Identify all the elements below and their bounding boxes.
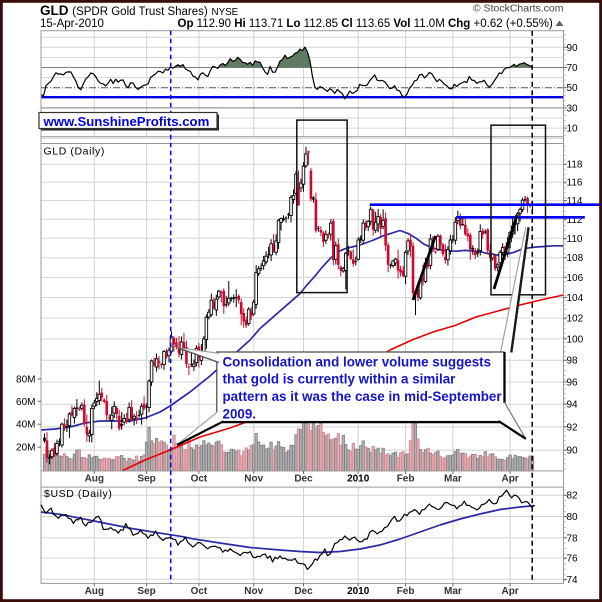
- svg-text:2010: 2010: [347, 474, 370, 485]
- svg-text:Feb: Feb: [397, 586, 415, 597]
- svg-text:Consolidation and lower volume: Consolidation and lower volume suggests: [223, 354, 492, 369]
- svg-text:108: 108: [567, 253, 584, 264]
- svg-text:GLD (Daily): GLD (Daily): [44, 145, 105, 157]
- svg-text:78: 78: [567, 533, 579, 544]
- svg-text:40M: 40M: [16, 420, 35, 431]
- svg-text:Sep: Sep: [137, 586, 155, 597]
- svg-text:Oct: Oct: [191, 474, 208, 485]
- svg-text:60M: 60M: [16, 397, 35, 408]
- svg-text:2010: 2010: [347, 586, 370, 597]
- svg-text:116: 116: [567, 178, 583, 189]
- svg-text:112: 112: [567, 215, 583, 226]
- svg-text:10: 10: [567, 124, 579, 135]
- svg-text:Aug: Aug: [85, 586, 104, 597]
- svg-text:Apr: Apr: [501, 586, 518, 597]
- svg-text:GLD (SPDR Gold Trust Shares) N: GLD (SPDR Gold Trust Shares) NYSE: [40, 3, 239, 18]
- svg-text:70: 70: [567, 63, 579, 74]
- svg-text:pattern as it was the case in: pattern as it was the case in mid-Septem…: [223, 389, 503, 404]
- svg-text:© StockCharts.com: © StockCharts.com: [473, 3, 564, 15]
- svg-text:Nov: Nov: [244, 474, 263, 485]
- svg-text:www.SunshineProfits.com: www.SunshineProfits.com: [43, 114, 210, 129]
- svg-text:Nov: Nov: [244, 586, 263, 597]
- svg-text:20M: 20M: [16, 443, 35, 454]
- svg-text:80M: 80M: [16, 374, 35, 385]
- svg-text:96: 96: [567, 378, 579, 389]
- svg-text:74: 74: [567, 575, 579, 586]
- svg-text:Op 112.90 Hi 113.71 Lo 112.85: Op 112.90 Hi 113.71 Lo 112.85 Cl 113.65 …: [178, 18, 553, 30]
- svg-text:80: 80: [567, 512, 579, 523]
- svg-text:102: 102: [567, 314, 584, 325]
- svg-text:76: 76: [567, 554, 579, 565]
- svg-text:15-Apr-2010: 15-Apr-2010: [40, 18, 104, 30]
- svg-text:Aug: Aug: [85, 474, 104, 485]
- svg-text:Apr: Apr: [501, 474, 518, 485]
- svg-text:90: 90: [567, 446, 579, 457]
- svg-text:that gold is currently within: that gold is currently within a similar: [223, 372, 457, 387]
- svg-text:30: 30: [567, 103, 579, 114]
- svg-text:90: 90: [567, 43, 579, 54]
- svg-text:Dec: Dec: [294, 474, 313, 485]
- svg-text:Dec: Dec: [294, 586, 313, 597]
- svg-text:98: 98: [567, 356, 579, 367]
- svg-text:104: 104: [567, 293, 584, 304]
- svg-text:Sep: Sep: [137, 474, 155, 485]
- svg-text:2009.: 2009.: [223, 406, 257, 421]
- svg-text:118: 118: [567, 160, 583, 171]
- svg-text:106: 106: [567, 273, 584, 284]
- svg-text:110: 110: [567, 234, 583, 245]
- svg-text:92: 92: [567, 422, 579, 433]
- svg-text:Mar: Mar: [444, 586, 462, 597]
- svg-text:50: 50: [567, 83, 579, 94]
- svg-text:Oct: Oct: [191, 586, 208, 597]
- svg-text:$USD (Daily): $USD (Daily): [44, 488, 112, 500]
- svg-text:Feb: Feb: [397, 474, 415, 485]
- svg-text:100: 100: [567, 334, 584, 345]
- svg-text:94: 94: [567, 400, 579, 411]
- svg-text:Mar: Mar: [444, 474, 462, 485]
- svg-text:82: 82: [567, 491, 579, 502]
- svg-text:114: 114: [567, 196, 583, 207]
